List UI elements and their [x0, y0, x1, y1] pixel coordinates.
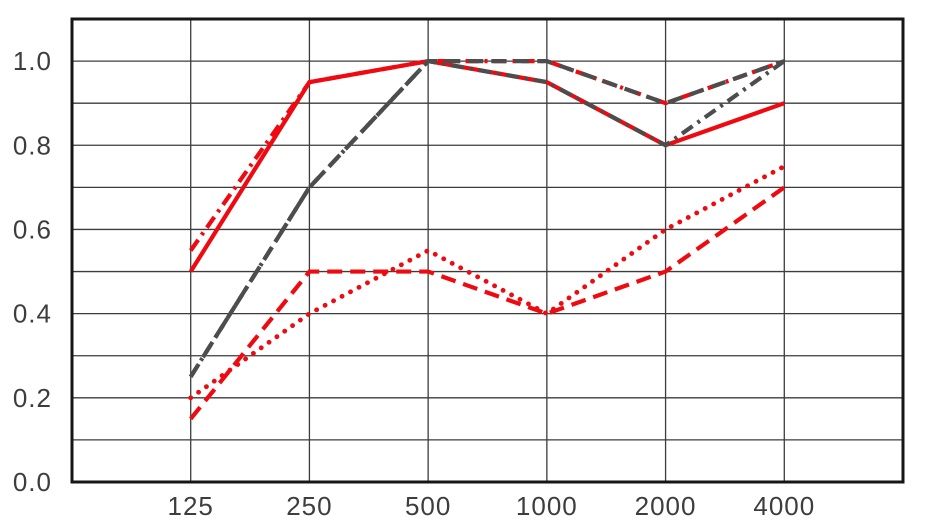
x-tick-label: 125	[168, 491, 214, 521]
y-tick-label: 0.4	[13, 299, 52, 329]
x-tick-label: 500	[405, 491, 451, 521]
y-tick-label: 0.6	[13, 214, 52, 244]
x-tick-label: 4000	[753, 491, 815, 521]
series-red-dashed	[189, 185, 786, 421]
x-tick-label: 2000	[635, 491, 697, 521]
y-tick-label: 0.0	[13, 467, 52, 497]
x-tick-label: 1000	[516, 491, 578, 521]
series-gray-dashed	[188, 58, 785, 378]
y-tick-label: 1.0	[13, 46, 52, 76]
x-tick-label: 250	[286, 491, 332, 521]
plot-border	[70, 17, 905, 484]
y-tick-label: 0.8	[13, 130, 52, 160]
y-tick-label: 0.2	[13, 383, 52, 413]
series-red-dash-dot	[188, 58, 785, 252]
series-red-dotted	[188, 163, 787, 401]
series-gray-dash-dot	[188, 58, 786, 378]
